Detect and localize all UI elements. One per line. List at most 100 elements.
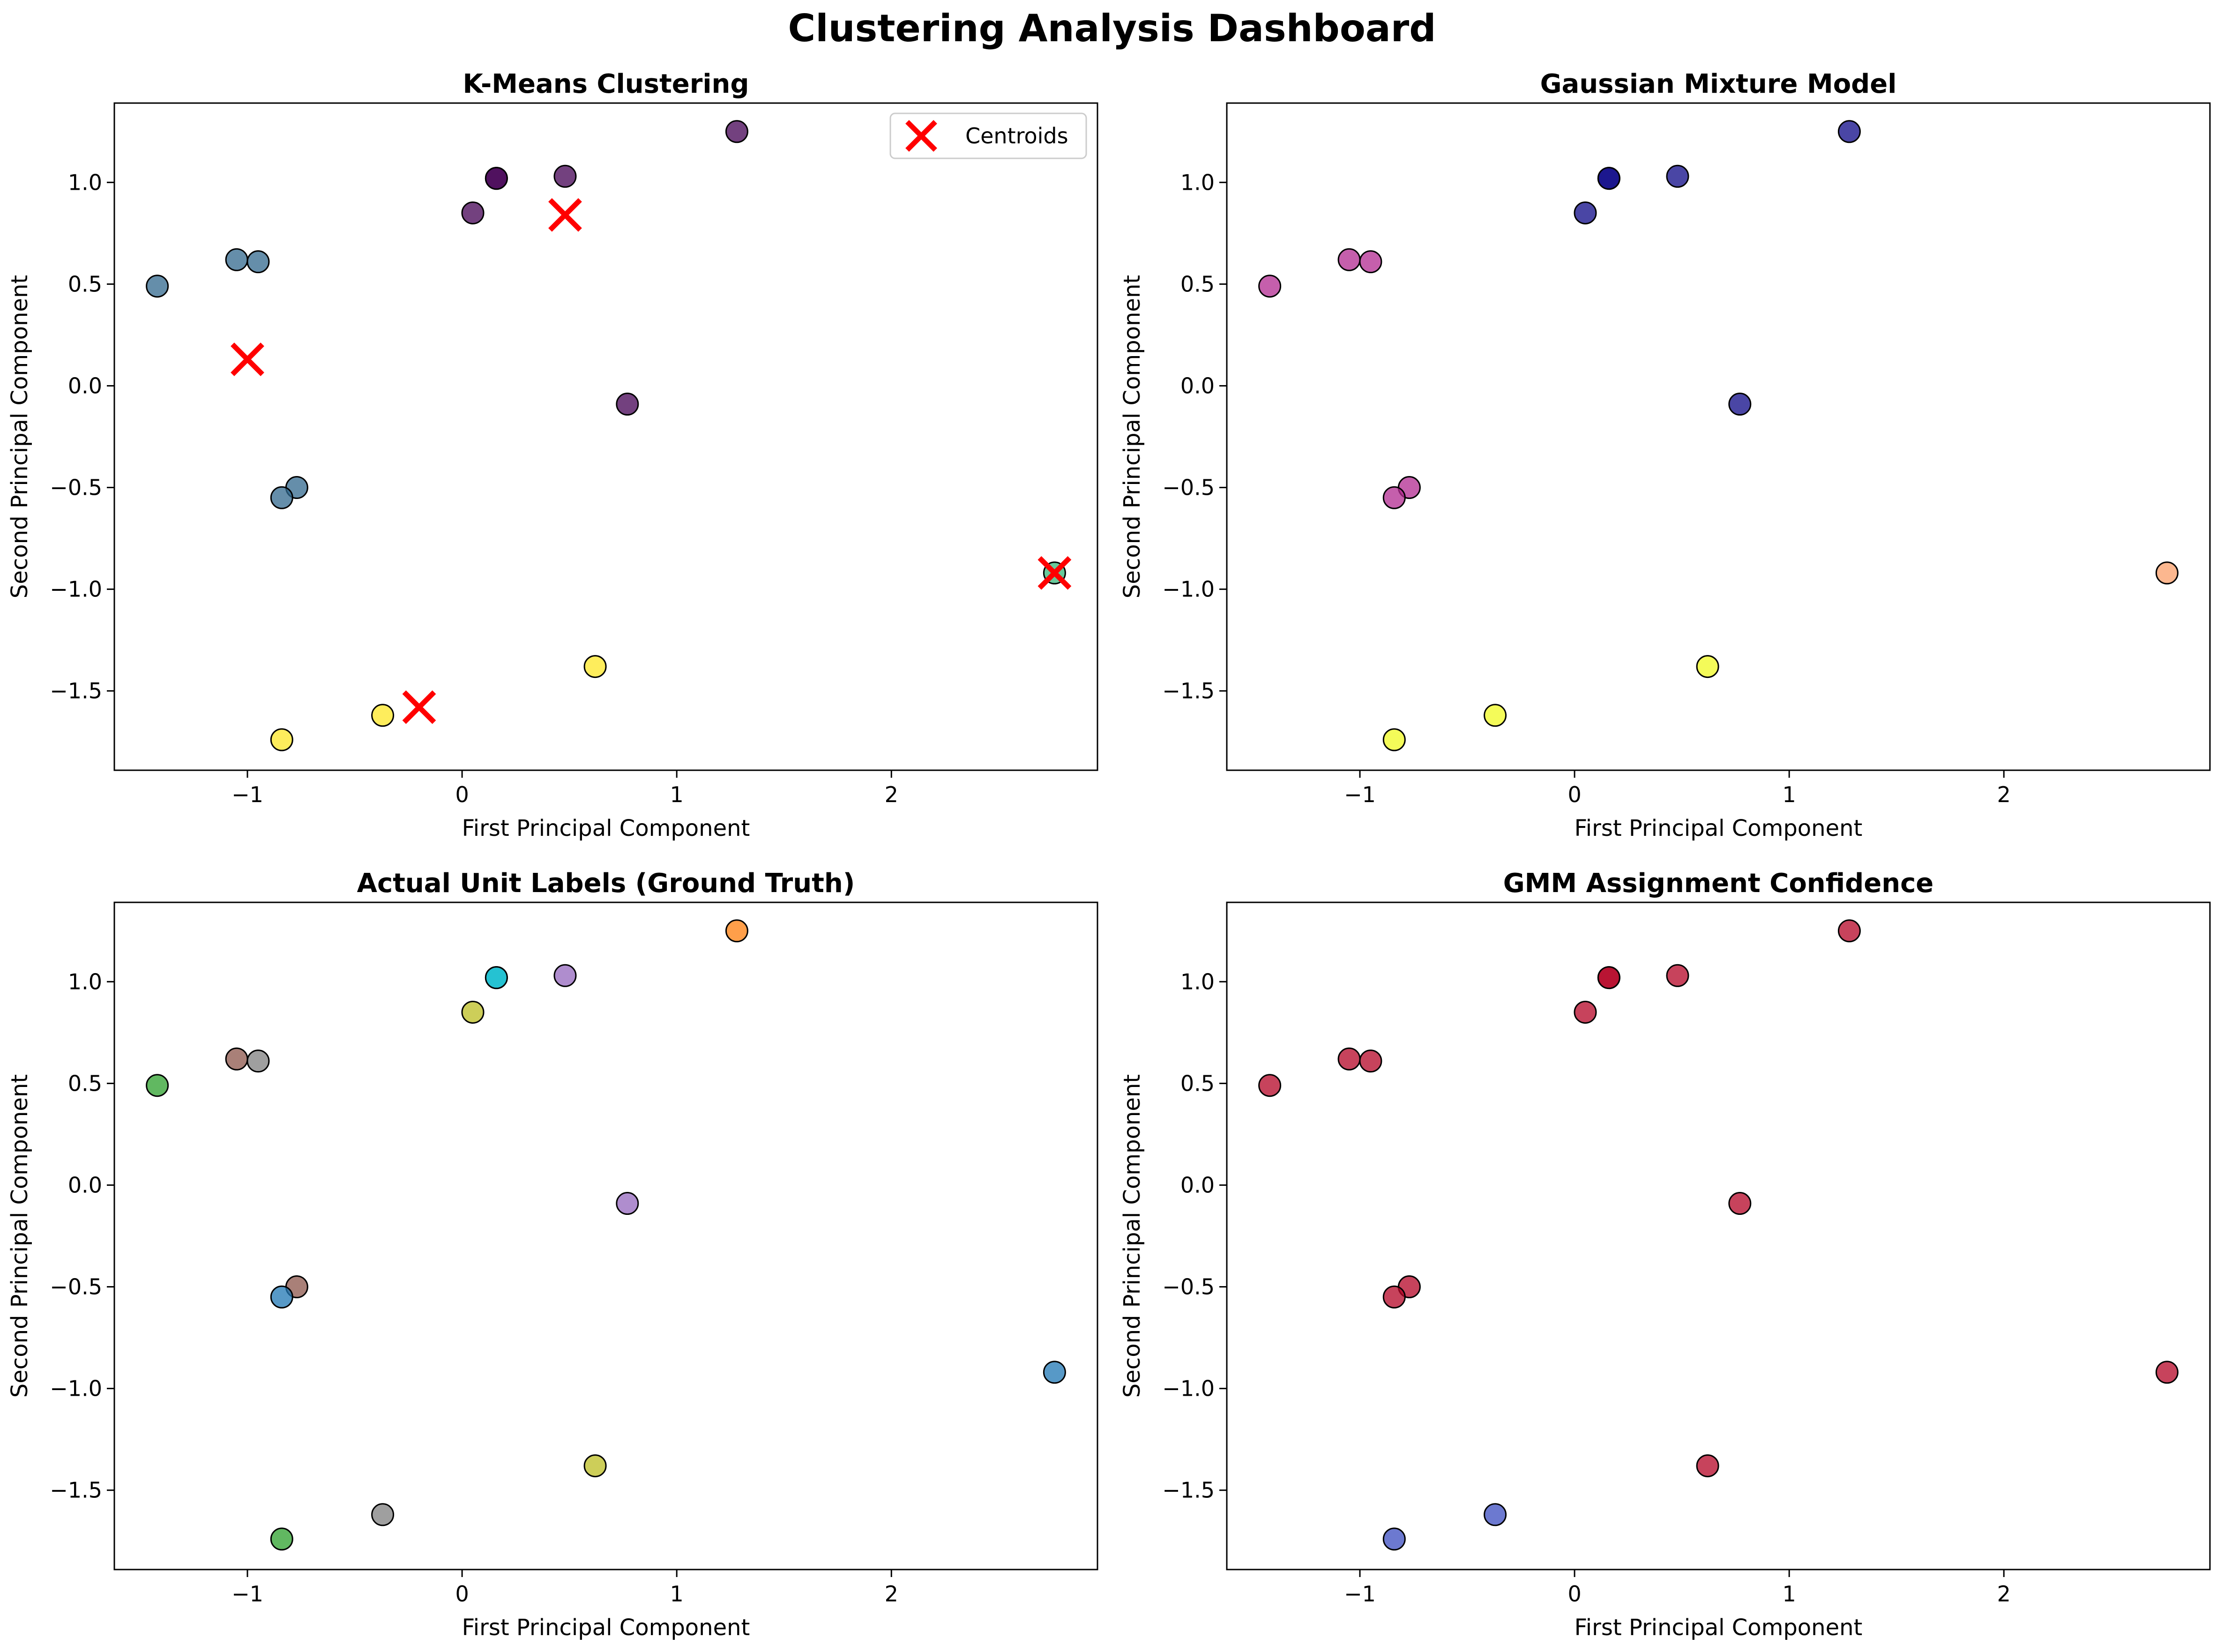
x-tick-label: 1 bbox=[670, 782, 684, 807]
x-tick-label: 1 bbox=[1783, 1581, 1796, 1607]
x-tick-label: 2 bbox=[1997, 782, 2011, 807]
data-point bbox=[246, 1049, 270, 1073]
panel-3: Actual Unit Labels (Ground Truth) −1 0 1 2 −1… bbox=[7, 868, 1098, 1641]
y-tick-label: −1.5 bbox=[1162, 1478, 1215, 1503]
y-tick-label: −0.5 bbox=[1162, 1274, 1215, 1300]
x-tick-label: 1 bbox=[670, 1581, 684, 1607]
centroid-marker bbox=[1037, 556, 1072, 590]
x-tick-label: 0 bbox=[455, 1581, 469, 1607]
x-tick-label: 2 bbox=[1997, 1581, 2011, 1607]
x-tick-label: −1 bbox=[231, 1581, 263, 1607]
y-tick-label: −0.5 bbox=[50, 1274, 102, 1300]
y-tick-label: 1.0 bbox=[68, 969, 102, 994]
plot-area bbox=[1227, 103, 2210, 770]
plot-area bbox=[114, 103, 1097, 770]
legend: Centroids bbox=[889, 112, 1087, 159]
data-point bbox=[1382, 728, 1406, 752]
y-tick-label: 0.5 bbox=[1180, 1071, 1215, 1096]
data-point bbox=[1258, 1074, 1282, 1097]
y-axis-label: Second Principal Component bbox=[1119, 275, 1145, 598]
y-tick-label: −1.0 bbox=[50, 1376, 102, 1401]
data-point bbox=[461, 1000, 485, 1024]
data-point bbox=[1597, 167, 1620, 190]
data-point bbox=[146, 275, 169, 298]
data-point bbox=[371, 1503, 395, 1526]
centroid-stroke bbox=[402, 690, 436, 724]
x-tick-label: 0 bbox=[1567, 1581, 1581, 1607]
x-tick-label: 2 bbox=[885, 1581, 898, 1607]
data-point bbox=[1337, 248, 1361, 271]
data-point bbox=[1359, 250, 1382, 274]
centroid-stroke bbox=[231, 342, 264, 376]
centroid-marker bbox=[548, 198, 582, 232]
x-tick-label: 1 bbox=[1783, 782, 1796, 807]
data-point bbox=[1837, 919, 1861, 943]
panel-title: GMM Assignment Confidence bbox=[1503, 868, 1934, 899]
y-tick-label: 0.5 bbox=[68, 271, 102, 297]
data-point bbox=[1043, 1361, 1066, 1384]
panel-2: Gaussian Mixture Model −1 0 1 2 −1.5 −1.0 −0.5 0… bbox=[1119, 69, 2211, 841]
data-point bbox=[1337, 1047, 1361, 1071]
legend-centroid-icon bbox=[905, 120, 937, 152]
data-point bbox=[146, 1074, 169, 1097]
data-point bbox=[2155, 1361, 2179, 1384]
data-point bbox=[1728, 393, 1752, 416]
data-point bbox=[270, 1285, 293, 1309]
centroid-stroke bbox=[1037, 556, 1072, 590]
data-point bbox=[1696, 1454, 1719, 1478]
data-point bbox=[371, 704, 395, 727]
x-tick-label: 0 bbox=[1567, 782, 1581, 807]
y-axis-label: Second Principal Component bbox=[7, 1074, 33, 1398]
panel-4: GMM Assignment Confidence −1 0 1 2 −1.5 −1.0 −0… bbox=[1119, 868, 2211, 1641]
panel-title: Actual Unit Labels (Ground Truth) bbox=[357, 868, 855, 899]
y-tick-label: 1.0 bbox=[1180, 170, 1215, 195]
y-tick-label: −0.5 bbox=[50, 475, 102, 500]
y-tick-label: 0.5 bbox=[1180, 271, 1215, 297]
legend-label: Centroids bbox=[965, 123, 1068, 149]
y-tick-label: 0.0 bbox=[1180, 373, 1215, 398]
x-tick-label: −1 bbox=[231, 782, 263, 807]
panel-title: Gaussian Mixture Model bbox=[1540, 69, 1897, 99]
data-point bbox=[616, 1192, 639, 1215]
plot-area bbox=[114, 902, 1097, 1570]
data-point bbox=[270, 728, 293, 752]
data-point bbox=[1258, 275, 1282, 298]
data-point bbox=[1696, 655, 1719, 678]
y-tick-label: −1.0 bbox=[50, 577, 102, 602]
data-point bbox=[1484, 704, 1507, 727]
data-point bbox=[225, 248, 248, 271]
data-point bbox=[485, 966, 508, 990]
y-axis-label: Second Principal Component bbox=[1119, 1074, 1145, 1398]
y-tick-label: 0.0 bbox=[1180, 1172, 1215, 1198]
y-tick-label: 1.0 bbox=[1180, 969, 1215, 994]
x-tick-label: 2 bbox=[885, 782, 898, 807]
y-tick-label: 1.0 bbox=[68, 170, 102, 195]
x-tick-label: −1 bbox=[1344, 782, 1376, 807]
data-point bbox=[1728, 1192, 1752, 1215]
data-point bbox=[725, 919, 748, 943]
data-point bbox=[1382, 1285, 1406, 1309]
data-point bbox=[461, 201, 485, 224]
data-point bbox=[225, 1047, 248, 1071]
y-tick-label: −1.0 bbox=[1162, 577, 1215, 602]
x-axis-label: First Principal Component bbox=[462, 1615, 750, 1641]
data-point bbox=[1484, 1503, 1507, 1526]
data-point bbox=[616, 393, 639, 416]
axes-frame bbox=[113, 102, 1098, 771]
axes-frame bbox=[1226, 102, 2211, 771]
y-tick-label: −1.5 bbox=[1162, 678, 1215, 704]
y-tick-label: −1.5 bbox=[50, 678, 102, 704]
data-point bbox=[1382, 1527, 1406, 1551]
y-tick-label: −1.5 bbox=[50, 1478, 102, 1503]
x-axis-label: First Principal Component bbox=[1575, 815, 1863, 841]
x-tick-label: −1 bbox=[1344, 1581, 1376, 1607]
data-point bbox=[725, 120, 748, 143]
y-tick-label: −0.5 bbox=[1162, 475, 1215, 500]
data-point bbox=[270, 1527, 293, 1551]
axes-frame bbox=[113, 901, 1098, 1570]
panel-title: K-Means Clustering bbox=[463, 69, 749, 99]
data-point bbox=[270, 486, 293, 509]
data-point bbox=[1382, 486, 1406, 509]
plot-area bbox=[1227, 902, 2210, 1570]
